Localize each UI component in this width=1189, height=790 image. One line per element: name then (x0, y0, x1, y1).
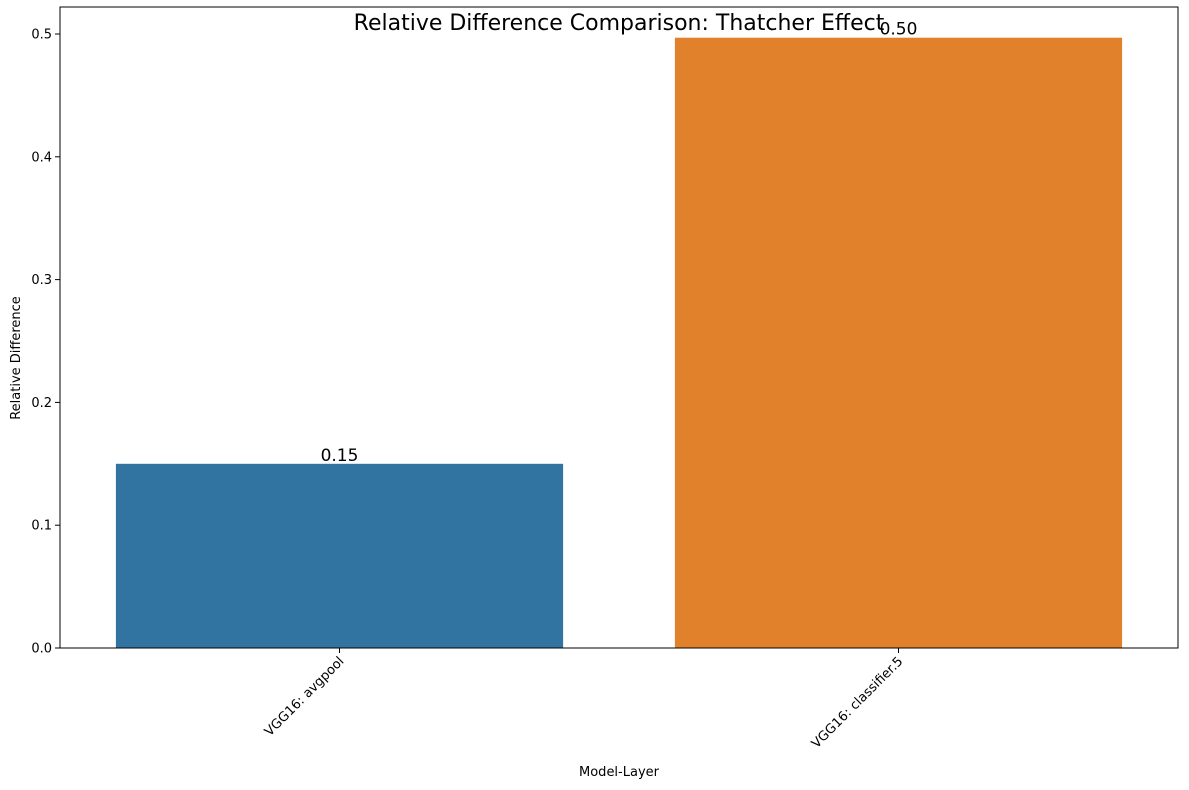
y-tick-label: 0.1 (31, 519, 52, 534)
bar (115, 463, 564, 648)
y-axis: 0.0 0.1 0.2 0.3 0.4 0.5 (31, 28, 60, 657)
chart-title: Relative Difference Comparison: Thatcher… (354, 11, 885, 36)
y-tick-label: 0.2 (31, 396, 52, 411)
plot-frame (59, 6, 1179, 649)
x-axis-label: Model-Layer (579, 765, 660, 780)
bar-value-label: 0.50 (880, 20, 918, 40)
x-tick-label: VGG16: avgpool (262, 654, 347, 739)
y-tick-label: 0.5 (31, 28, 52, 43)
bar (674, 37, 1123, 649)
x-axis: VGG16: avgpool VGG16: classifier.5 (262, 648, 906, 752)
x-tick-label: VGG16: classifier.5 (809, 654, 906, 751)
bars-group: 0.15 0.50 (115, 20, 1123, 649)
y-tick-label: 0.0 (31, 642, 52, 657)
y-tick-label: 0.4 (31, 150, 52, 165)
y-axis-label: Relative Difference (9, 296, 24, 420)
bar-value-label: 0.15 (321, 446, 359, 466)
y-tick-label: 0.3 (31, 273, 52, 288)
